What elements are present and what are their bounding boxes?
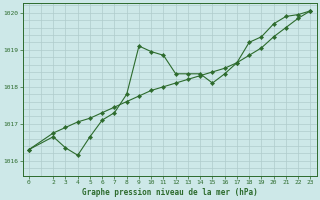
X-axis label: Graphe pression niveau de la mer (hPa): Graphe pression niveau de la mer (hPa) xyxy=(82,188,258,197)
